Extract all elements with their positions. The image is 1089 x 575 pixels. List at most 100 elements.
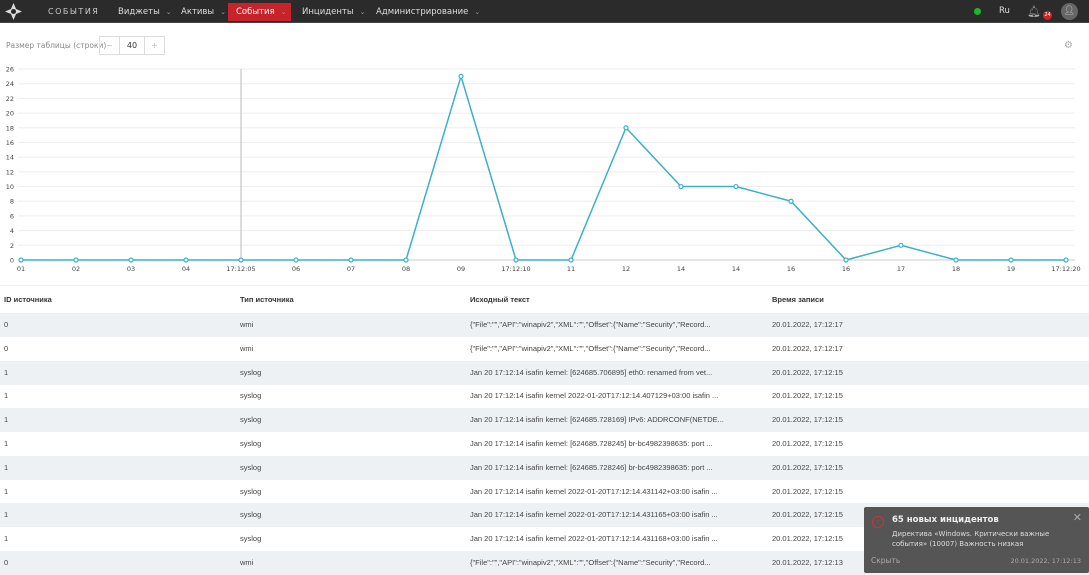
x-tick-label: 18	[952, 265, 960, 273]
y-tick-label: 26	[6, 66, 14, 74]
cell-raw-text: {"File":"","API":"winapiv2","XML":"","Of…	[470, 343, 711, 353]
section-title: СОБЫТИЯ	[48, 7, 100, 16]
column-header-source-type[interactable]: Тип источника	[240, 295, 294, 304]
cell-source-type: syslog	[240, 510, 262, 520]
cell-source-id: 0	[4, 320, 9, 329]
data-point	[458, 73, 464, 79]
table-size-input[interactable]: 40	[119, 37, 145, 54]
x-tick-label: 12	[622, 265, 630, 273]
table-row[interactable]: 1 syslog Jan 20 17:12:14 isafin kernel 202…	[0, 480, 1089, 504]
nav-widgets[interactable]: Виджеты ⌄	[110, 3, 180, 21]
y-tick-label: 0	[10, 257, 14, 265]
column-settings-icon[interactable]: ⚙︎	[1064, 40, 1073, 51]
chevron-down-icon: ⌄	[280, 8, 287, 16]
x-tick-label: 14	[732, 265, 740, 273]
table-row[interactable]: 1 syslog Jan 20 17:12:14 isafin kernel 202…	[0, 527, 1089, 551]
nav-administration[interactable]: Администрирование ⌄	[368, 3, 488, 21]
cell-record-time: 20.01.2022, 17:12:15	[772, 534, 843, 544]
cell-raw-text: Jan 20 17:12:14 isafin kernel 2022-01-20…	[470, 391, 719, 401]
cell-record-time: 20.01.2022, 17:12:15	[772, 462, 843, 472]
user-avatar[interactable]: 👤︎	[1061, 3, 1078, 20]
nav-label: События	[236, 7, 275, 17]
cell-raw-text: Jan 20 17:12:14 isafin kernel 2022-01-20…	[470, 510, 718, 520]
y-tick-label: 14	[6, 154, 14, 162]
x-tick-label: 17	[897, 265, 905, 273]
table-row[interactable]: 0 wmi {"File":"","API":"winapiv2","XML":""…	[0, 313, 1089, 337]
table-row[interactable]: 1 syslog Jan 20 17:12:14 isafin kernel: [6…	[0, 432, 1089, 456]
cell-raw-text: {"File":"","API":"winapiv2","XML":"","Of…	[470, 558, 711, 567]
nav-events[interactable]: События ⌄	[228, 3, 291, 21]
y-tick-label: 20	[6, 110, 14, 118]
bell-icon[interactable]: 🔔︎	[1027, 5, 1040, 18]
series-line	[21, 73, 1066, 261]
cell-record-time: 20.01.2022, 17:12:15	[772, 486, 843, 496]
table-row[interactable]: 1 syslog Jan 20 17:12:14 isafin kernel: [6…	[0, 455, 1089, 480]
hide-button[interactable]: Скрыть	[871, 556, 901, 565]
x-tick-label: 19	[1007, 265, 1015, 273]
cell-raw-text: Jan 20 17:12:14 isafin kernel: [624685.7…	[470, 367, 713, 377]
chevron-down-icon: ⌄	[359, 8, 366, 16]
data-point	[238, 257, 244, 263]
data-point	[128, 257, 134, 263]
language-switch[interactable]: Ru	[999, 6, 1010, 16]
column-header-raw-text[interactable]: Исходный текст	[470, 295, 530, 304]
x-tick-label: 02	[72, 265, 80, 273]
close-icon[interactable]: ✕	[1072, 511, 1082, 524]
cell-raw-text: Jan 20 17:12:14 isafin kernel 2022-01-20…	[470, 534, 718, 544]
column-header-source-id[interactable]: ID источника	[4, 295, 52, 304]
cell-source-type: wmi	[240, 558, 254, 567]
cell-raw-text: {"File":"","API":"winapiv2","XML":"","Of…	[470, 320, 711, 329]
notification-badge: 24	[1043, 11, 1052, 20]
x-tick-label: 14	[677, 265, 685, 273]
y-tick-label: 2	[10, 242, 14, 250]
cell-record-time: 20.01.2022, 17:12:15	[772, 510, 843, 520]
data-point	[348, 257, 354, 263]
x-tick-label: 07	[347, 265, 355, 273]
status-indicator	[974, 8, 981, 15]
chevron-down-icon: ⌄	[165, 8, 172, 16]
data-point	[18, 257, 24, 263]
notification-description: Директива «Windows. Критически важные со…	[892, 530, 1050, 548]
table-row[interactable]: 1 syslog Jan 20 17:12:14 isafin kernel: [6…	[0, 360, 1089, 385]
data-point	[293, 257, 299, 263]
data-point	[403, 257, 409, 263]
nav-assets[interactable]: Активы ⌄	[173, 3, 234, 21]
x-tick-label: 16	[842, 265, 850, 273]
y-tick-label: 4	[10, 227, 14, 235]
cell-source-type: syslog	[240, 534, 262, 544]
cell-record-time: 20.01.2022, 17:12:17	[772, 320, 843, 329]
nav-label: Инциденты	[302, 7, 354, 17]
cell-source-id: 1	[4, 486, 9, 496]
table-row[interactable]: 1 syslog Jan 20 17:12:14 isafin kernel 202…	[0, 384, 1089, 408]
cell-source-type: syslog	[240, 367, 262, 377]
cell-raw-text: Jan 20 17:12:14 isafin kernel: [624685.7…	[470, 415, 724, 425]
data-point	[678, 183, 684, 190]
cell-record-time: 20.01.2022, 17:12:15	[772, 415, 843, 425]
cell-source-type: syslog	[240, 439, 262, 448]
cell-source-id: 1	[4, 367, 9, 377]
column-header-record-time[interactable]: Время записи	[772, 295, 824, 304]
cell-source-type: wmi	[240, 343, 254, 353]
cell-record-time: 20.01.2022, 17:12:15	[772, 367, 843, 377]
table-header: ID источника Тип источника Исходный текс…	[0, 285, 1089, 313]
nav-incidents[interactable]: Инциденты ⌄	[294, 3, 373, 21]
logo-icon[interactable]	[5, 3, 22, 20]
table-row[interactable]: 0 wmi {"File":"","API":"winapiv2","XML":""…	[0, 337, 1089, 361]
cell-source-id: 1	[4, 462, 9, 472]
x-tick-label: 09	[457, 265, 465, 273]
data-point	[733, 183, 739, 190]
y-tick-label: 8	[10, 198, 14, 206]
cell-source-type: syslog	[240, 486, 262, 496]
decrement-button[interactable]: −	[106, 41, 113, 50]
cell-raw-text: Jan 20 17:12:14 isafin kernel: [624685.7…	[470, 462, 713, 472]
increment-button[interactable]: +	[151, 41, 158, 50]
x-tick-label: 16	[787, 265, 795, 273]
y-tick-label: 12	[6, 168, 14, 176]
data-point	[183, 257, 189, 263]
chevron-down-icon: ⌄	[220, 8, 227, 16]
table-row[interactable]: 1 syslog Jan 20 17:12:14 isafin kernel: [6…	[0, 408, 1089, 433]
x-tick-label: 03	[127, 265, 135, 273]
data-point	[788, 198, 794, 204]
cell-raw-text: Jan 20 17:12:14 isafin kernel 2022-01-20…	[470, 486, 718, 496]
cell-source-id: 0	[4, 558, 9, 567]
